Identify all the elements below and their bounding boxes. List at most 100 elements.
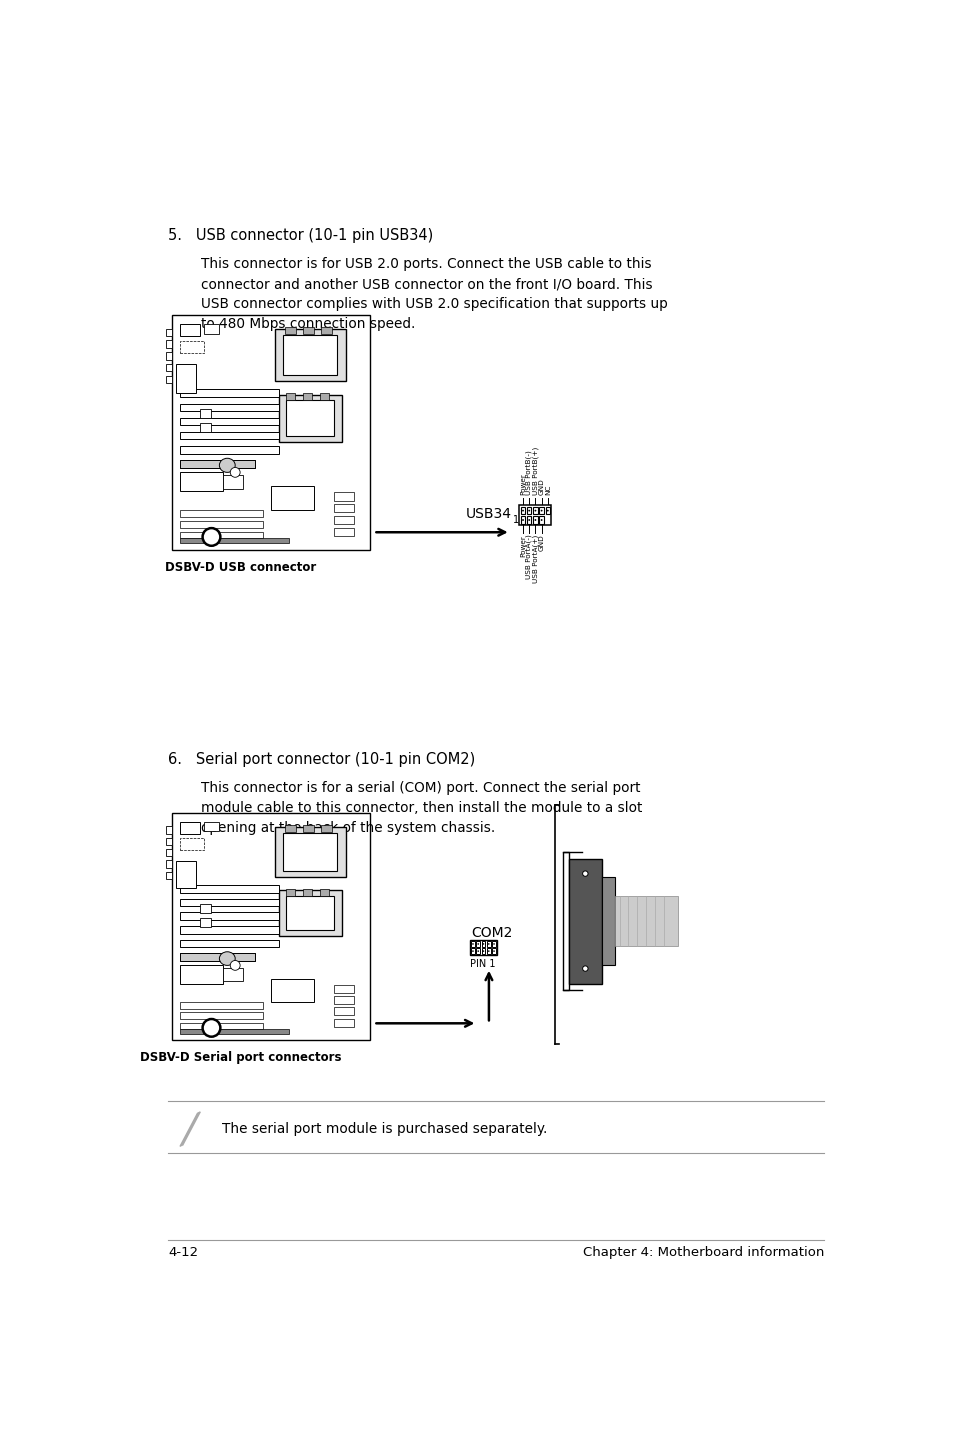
Bar: [486, 948, 490, 953]
Text: COM2: COM2: [471, 926, 512, 939]
Circle shape: [540, 509, 542, 512]
Text: Power: Power: [519, 473, 525, 495]
Bar: [614, 896, 677, 946]
Bar: [180, 838, 203, 850]
Circle shape: [181, 1143, 183, 1146]
Bar: [334, 997, 354, 1004]
Bar: [539, 506, 543, 515]
Bar: [172, 315, 369, 549]
Bar: [166, 848, 172, 857]
Circle shape: [546, 509, 548, 512]
Ellipse shape: [219, 459, 235, 472]
Bar: [286, 896, 334, 930]
Bar: [199, 905, 212, 913]
Text: DSBV-D USB connector: DSBV-D USB connector: [165, 561, 316, 574]
Bar: [175, 364, 195, 393]
Bar: [283, 833, 337, 871]
Bar: [545, 506, 549, 515]
Bar: [320, 889, 329, 896]
Circle shape: [482, 951, 484, 952]
Bar: [476, 948, 479, 953]
Bar: [492, 948, 496, 953]
Circle shape: [476, 943, 478, 945]
Bar: [166, 871, 172, 879]
Bar: [519, 505, 551, 525]
Bar: [203, 325, 219, 334]
Bar: [199, 423, 212, 433]
Bar: [180, 926, 278, 933]
Bar: [334, 492, 354, 500]
Bar: [180, 532, 263, 538]
Bar: [180, 1022, 263, 1030]
Bar: [271, 486, 314, 510]
Bar: [334, 1018, 354, 1027]
Bar: [175, 861, 195, 889]
Bar: [166, 860, 172, 867]
Text: GND: GND: [538, 535, 544, 551]
Bar: [180, 886, 278, 893]
Bar: [285, 326, 295, 334]
Bar: [180, 538, 288, 542]
Bar: [223, 968, 243, 981]
Bar: [471, 948, 475, 953]
Bar: [180, 460, 254, 467]
Circle shape: [472, 951, 474, 952]
Bar: [180, 899, 278, 906]
Bar: [180, 417, 278, 426]
Bar: [180, 1012, 263, 1018]
Bar: [180, 1028, 288, 1034]
Circle shape: [230, 467, 240, 477]
Text: 6.   Serial port connector (10-1 pin COM2): 6. Serial port connector (10-1 pin COM2): [168, 752, 475, 766]
Bar: [568, 858, 601, 984]
Bar: [180, 939, 278, 948]
Bar: [180, 446, 278, 453]
Bar: [303, 825, 314, 831]
Bar: [223, 475, 243, 489]
Text: This connector is for USB 2.0 ports. Connect the USB cable to this
connector and: This connector is for USB 2.0 ports. Con…: [200, 257, 667, 331]
Bar: [180, 913, 278, 920]
Bar: [180, 460, 254, 467]
Bar: [274, 827, 346, 877]
Bar: [166, 375, 172, 383]
Bar: [166, 364, 172, 371]
Bar: [470, 940, 497, 955]
Circle shape: [528, 509, 530, 512]
Bar: [180, 953, 254, 961]
Bar: [481, 940, 485, 946]
Bar: [334, 505, 354, 512]
Circle shape: [521, 509, 523, 512]
Bar: [180, 953, 254, 961]
Bar: [166, 329, 172, 336]
Circle shape: [540, 519, 542, 521]
Bar: [334, 1008, 354, 1015]
Circle shape: [487, 951, 489, 952]
Bar: [539, 516, 543, 523]
Bar: [166, 827, 172, 834]
Circle shape: [472, 943, 474, 945]
Bar: [334, 985, 354, 992]
Text: 4-12: 4-12: [168, 1245, 198, 1258]
Bar: [285, 825, 295, 831]
Text: 5.   USB connector (10-1 pin USB34): 5. USB connector (10-1 pin USB34): [168, 229, 433, 243]
Bar: [520, 506, 524, 515]
Circle shape: [482, 943, 484, 945]
Bar: [180, 521, 263, 528]
Circle shape: [528, 519, 530, 521]
Bar: [172, 814, 369, 1040]
Bar: [278, 890, 341, 936]
Bar: [601, 877, 614, 965]
Bar: [492, 940, 496, 946]
Circle shape: [202, 528, 220, 546]
Text: NC: NC: [544, 485, 550, 495]
Bar: [320, 326, 332, 334]
Bar: [303, 326, 314, 334]
Text: This connector is for a serial (COM) port. Connect the serial port
module cable : This connector is for a serial (COM) por…: [200, 781, 641, 835]
Circle shape: [487, 943, 489, 945]
Circle shape: [521, 519, 523, 521]
Text: USB PortB(-): USB PortB(-): [525, 450, 532, 495]
Bar: [533, 506, 537, 515]
Bar: [180, 823, 199, 834]
Bar: [527, 516, 531, 523]
Circle shape: [582, 966, 587, 971]
Ellipse shape: [219, 952, 235, 965]
